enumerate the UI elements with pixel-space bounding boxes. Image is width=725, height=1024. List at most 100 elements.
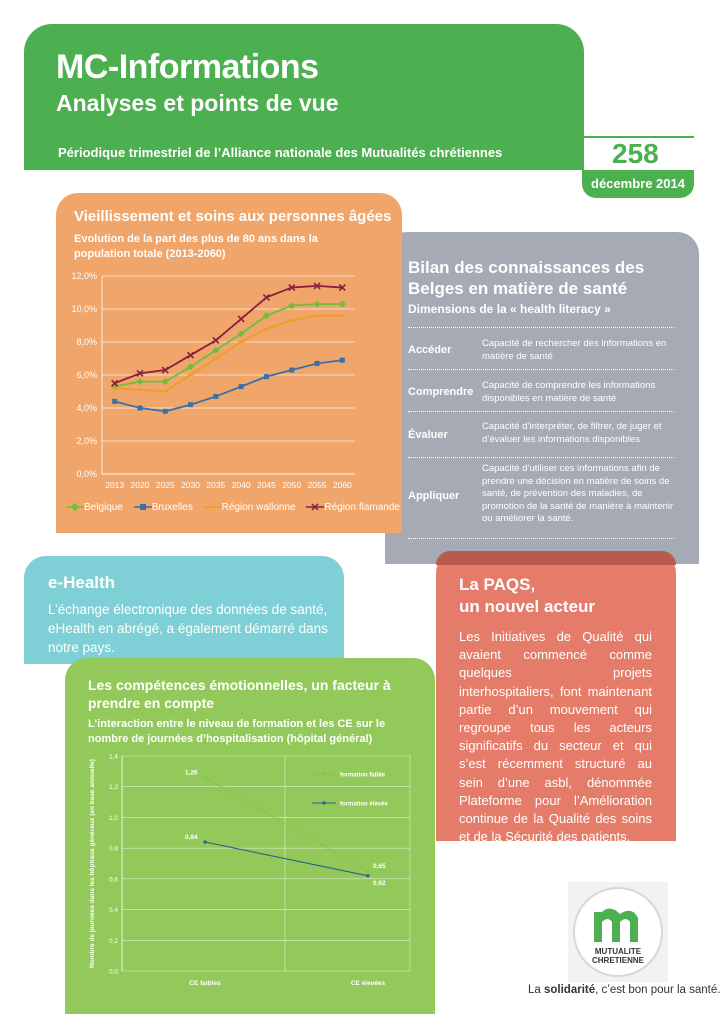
- paqs-panel-top: [436, 551, 676, 565]
- data-point: [136, 378, 144, 386]
- dimension-label: Appliquer: [408, 490, 460, 502]
- series-line-Région flamande: [114, 284, 343, 385]
- x-tick-label: 2040: [232, 480, 251, 490]
- data-label: 0,62: [373, 880, 386, 887]
- y-tick-label: 0,8: [109, 846, 118, 853]
- data-point: [338, 300, 346, 308]
- header-banner: [24, 24, 584, 134]
- data-point: [314, 360, 320, 366]
- ehealth-text: L’échange électronique des données de sa…: [48, 602, 328, 655]
- data-point: [289, 367, 295, 373]
- data-label: 0,84: [185, 834, 198, 841]
- y-tick-label: 1,0: [109, 815, 118, 822]
- ce-line-chart: 0,0 0,2 0,4 0,6 0,8 1,0 1,2 1,4 CE faibles CE éle…: [89, 754, 411, 987]
- data-point: [162, 408, 168, 414]
- dimension-label: Accéder: [408, 344, 452, 356]
- data-point: [263, 374, 269, 380]
- data-point: [238, 384, 244, 390]
- x-tick-label: 2035: [206, 480, 225, 490]
- data-point: [366, 869, 370, 873]
- legend-item: Belgique: [66, 502, 123, 513]
- health-literacy-panel: [385, 232, 699, 564]
- paqs-title-line: un nouvel acteur: [459, 597, 596, 616]
- paqs-title: La PAQS, un nouvel acteur: [459, 574, 595, 618]
- issue-divider: [584, 136, 694, 138]
- data-point: [313, 300, 321, 308]
- legend-label: Région wallonne: [221, 502, 296, 513]
- data-point: [137, 405, 143, 411]
- paqs-panel: [436, 551, 676, 841]
- tagline-bold: solidarité: [544, 984, 596, 996]
- legend-label: formation faible: [340, 773, 386, 779]
- legend-label: Région flamande: [324, 502, 400, 513]
- data-point: [136, 369, 144, 377]
- periodical-description: Périodique trimestriel de l’Alliance nat…: [58, 145, 503, 160]
- data-point: [187, 363, 195, 371]
- emotional-panel: [65, 658, 435, 1014]
- data-point: [237, 315, 245, 323]
- series-line-Bruxelles: [114, 359, 343, 413]
- y-tick-label: 1,2: [109, 784, 118, 791]
- x-tick-label: CE élevées: [351, 980, 386, 987]
- x-tick-label: 2020: [130, 480, 149, 490]
- logo-text: MUTUALITE: [595, 947, 642, 956]
- data-point: [213, 393, 219, 399]
- tagline: La solidarité, c’est bon pour la santé.: [528, 984, 720, 996]
- publication-subtitle: Analyses et points de vue: [56, 90, 339, 116]
- series-line-Région wallonne: [114, 314, 343, 393]
- data-label: 0,65: [373, 863, 386, 870]
- y-tick-label: 0,6: [109, 876, 118, 883]
- data-point: [237, 330, 245, 338]
- health-literacy-row: Comprendre Capacité de comprendre les in…: [408, 369, 674, 412]
- emotional-subtitle: L’interaction entre le niveau de formati…: [88, 718, 386, 745]
- tagline-prefix: La: [528, 984, 544, 996]
- data-point: [338, 283, 346, 292]
- health-literacy-row: Appliquer Capacité d’utiliser ces inform…: [408, 457, 674, 539]
- x-tick-label: CE faibles: [189, 980, 221, 987]
- legend-label: formation élevée: [340, 802, 388, 808]
- data-label: 1,26: [185, 770, 198, 777]
- dimension-label: Comprendre: [408, 386, 474, 398]
- legend-marker: [322, 772, 326, 776]
- date-tab: [582, 170, 694, 198]
- issue-date: décembre 2014: [591, 176, 685, 191]
- y-tick-label: 1,4: [109, 754, 118, 761]
- dimension-description: Capacité d’interpréter, de filtrer, de j…: [482, 421, 662, 445]
- legend-marker: [322, 801, 326, 805]
- legend-item: Région flamande: [306, 502, 400, 513]
- y-tick-label: 6,0%: [76, 370, 97, 380]
- dimension-label: Évaluer: [408, 429, 448, 441]
- health-literacy-row: Accéder Capacité de rechercher des infor…: [408, 327, 674, 370]
- data-point: [366, 874, 370, 878]
- data-point: [203, 840, 207, 844]
- x-tick-label: 2013: [105, 480, 124, 490]
- y-tick-label: 2,0%: [76, 436, 97, 446]
- data-point: [203, 776, 207, 779]
- legend-label: Bruxelles: [151, 502, 193, 513]
- tagline-suffix: , c’est bon pour la santé.: [595, 984, 721, 996]
- y-axis-label: Nombre de journées dans les hôpitaux gén…: [89, 759, 96, 968]
- y-tick-label: 0,4: [109, 907, 118, 914]
- health-literacy-subtitle: Dimensions de la « health literacy »: [408, 302, 611, 316]
- dimension-description: Capacité de comprendre les informations …: [482, 380, 656, 404]
- dimension-description: Capacité de rechercher des informations …: [482, 338, 667, 362]
- data-point: [161, 378, 169, 386]
- ehealth-title: e-Health: [48, 573, 116, 592]
- aging-subtitle: Evolution de la part des plus de 80 ans …: [74, 233, 318, 260]
- data-point: [212, 336, 220, 344]
- data-point: [186, 351, 195, 359]
- emotional-title: Les compétences émotionnelles, un facteu…: [88, 677, 391, 711]
- y-tick-label: 12,0%: [71, 271, 97, 281]
- x-tick-label: 2030: [181, 480, 200, 490]
- data-point: [313, 282, 321, 290]
- aging-panel: [56, 193, 402, 533]
- paqs-text: Les Initiatives de Qualité qui avaient c…: [459, 629, 652, 845]
- data-point: [188, 402, 194, 408]
- data-point: [288, 283, 296, 292]
- series-line-Belgique: [114, 303, 343, 388]
- x-tick-label: 2060: [333, 480, 352, 490]
- publication-title: MC-Informations: [56, 48, 319, 86]
- y-tick-label: 8,0%: [76, 337, 97, 347]
- logo-text: CHRETIENNE: [592, 956, 645, 965]
- x-tick-label: 2045: [257, 480, 276, 490]
